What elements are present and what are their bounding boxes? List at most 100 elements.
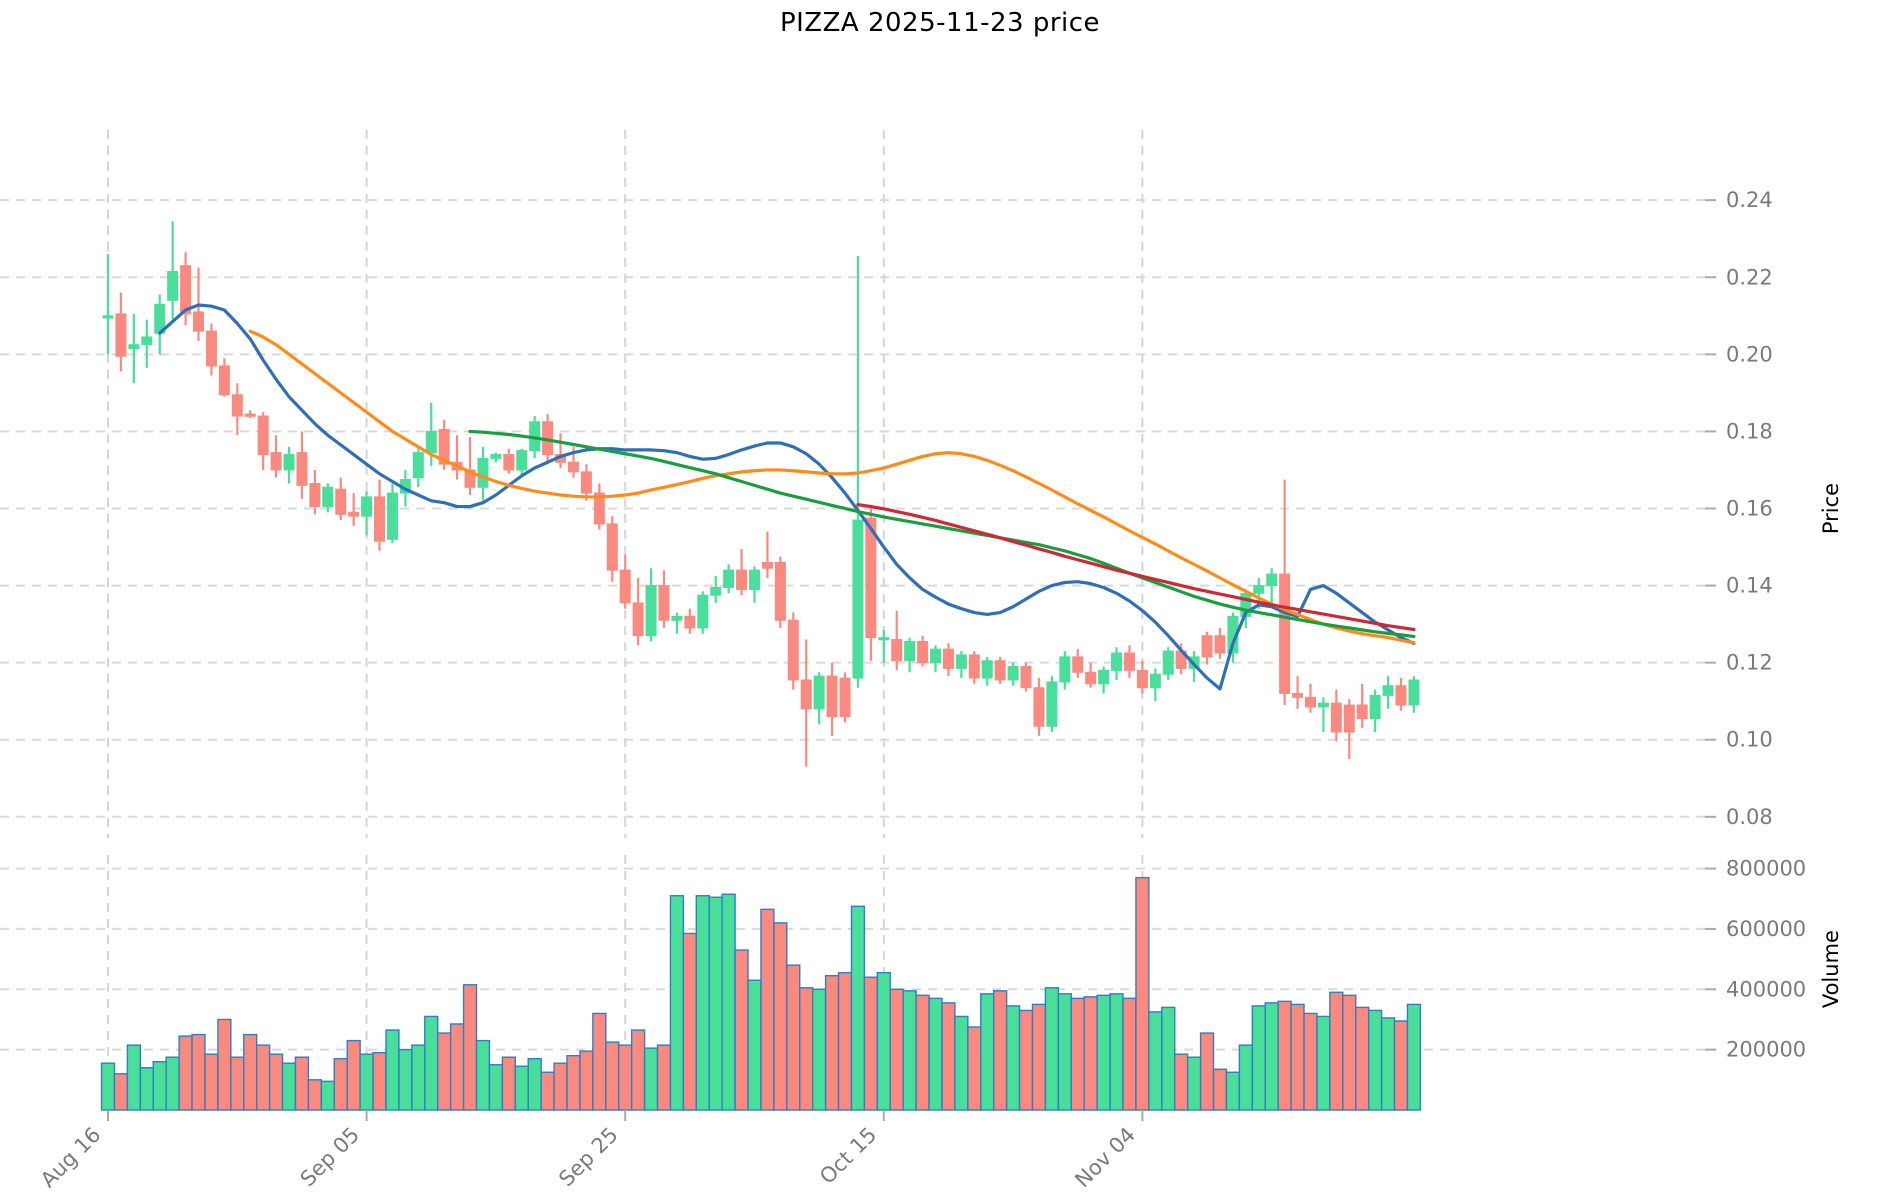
candlestick [1007,662,1019,686]
candle-body [774,561,786,621]
candlestick [930,645,942,673]
candle-body [490,454,502,459]
volume-bar [372,1051,387,1111]
candlestick [800,639,812,767]
candlestick [1343,699,1355,759]
candlestick [1356,683,1368,729]
price-tick-label: 0.14 [1726,574,1773,598]
candlestick [761,531,773,578]
volume-bar [501,1056,516,1111]
candle-body [1123,652,1135,671]
candle-body [1253,585,1265,594]
candle-body [102,315,114,319]
candle-body [309,482,321,508]
candle-body [231,394,243,417]
volume-bar [475,1039,491,1111]
volume-bar [1225,1071,1241,1111]
candle-body [800,679,812,710]
volume-bar [1342,994,1357,1111]
volume-bar [1005,1005,1021,1111]
volume-tick-label: 200000 [1726,1038,1806,1062]
volume-bar [734,949,749,1111]
candlestick [787,612,799,690]
candlestick [1059,651,1071,690]
volume-bar [1355,1006,1370,1111]
candlestick [826,662,838,736]
volume-bar [1083,996,1098,1111]
volume-bar [876,971,891,1111]
candlestick [981,656,993,686]
price-tick-label: 0.22 [1726,265,1773,289]
candle-body [736,569,748,590]
volume-bar [747,979,762,1111]
candle-body [205,330,217,367]
volume-bar [230,1056,245,1111]
ma-line-ma-longest [856,503,1416,632]
chart-title: PIZZA 2025-11-23 price [0,8,1880,38]
volume-bar [889,988,904,1111]
candlestick [710,575,722,603]
candlestick [270,435,282,478]
volume-bar [566,1054,581,1111]
candlestick [464,437,476,495]
candle-body [1162,650,1174,675]
candlestick [348,493,360,526]
x-tick-label: Aug 16 [36,1123,106,1193]
volume-bar [333,1057,348,1111]
candlestick [296,431,308,499]
volume-bar [708,896,723,1111]
candlestick [1111,647,1123,680]
volume-bar [618,1044,633,1111]
candlestick [322,483,334,513]
candlestick [593,483,605,530]
candlestick [1136,660,1148,694]
candle-body [710,586,722,596]
candlestick [749,566,760,603]
candle-body [1395,685,1407,706]
volume-bar [165,1056,180,1111]
candle-body [593,492,605,525]
volume-bar [294,1056,310,1111]
volume-bar [799,987,814,1111]
volume-bar [643,1047,659,1111]
candlestick [1098,666,1110,694]
volume-bar [100,1062,116,1111]
candlestick [283,446,295,484]
candle-body [697,594,709,629]
candlestick [684,608,696,634]
candle-body [968,654,980,679]
candle-body [1214,635,1226,654]
x-tick-label: Oct 15 [815,1123,881,1189]
candle-body [464,469,476,488]
volume-tick-label: 800000 [1726,857,1806,881]
volume-bar [1018,1009,1034,1111]
candle-body [606,523,618,571]
candle-body [1007,666,1019,681]
candlestick [1408,676,1420,713]
candle-body [826,675,838,718]
volume-bar [941,1002,956,1111]
x-tick-label: Nov 04 [1070,1123,1140,1193]
volume-bar [773,922,788,1111]
candlestick [102,254,114,355]
candle-body [1279,573,1291,694]
candle-body [412,452,424,479]
candle-body [348,511,360,517]
candlestick [386,483,398,544]
volume-bar [1329,991,1344,1111]
candle-body [141,336,153,346]
candlestick [1317,697,1329,733]
candlestick [503,448,515,474]
candle-body [257,415,269,456]
candle-body [723,569,735,588]
volume-bar [281,1062,297,1111]
candle-body [813,675,825,710]
candlestick [1033,678,1045,736]
volume-bar [1122,997,1137,1111]
volume-bar [902,990,917,1111]
price-axis-title: Price [1819,483,1843,534]
price-tick-label: 0.20 [1726,342,1773,366]
volume-bar [398,1048,413,1111]
